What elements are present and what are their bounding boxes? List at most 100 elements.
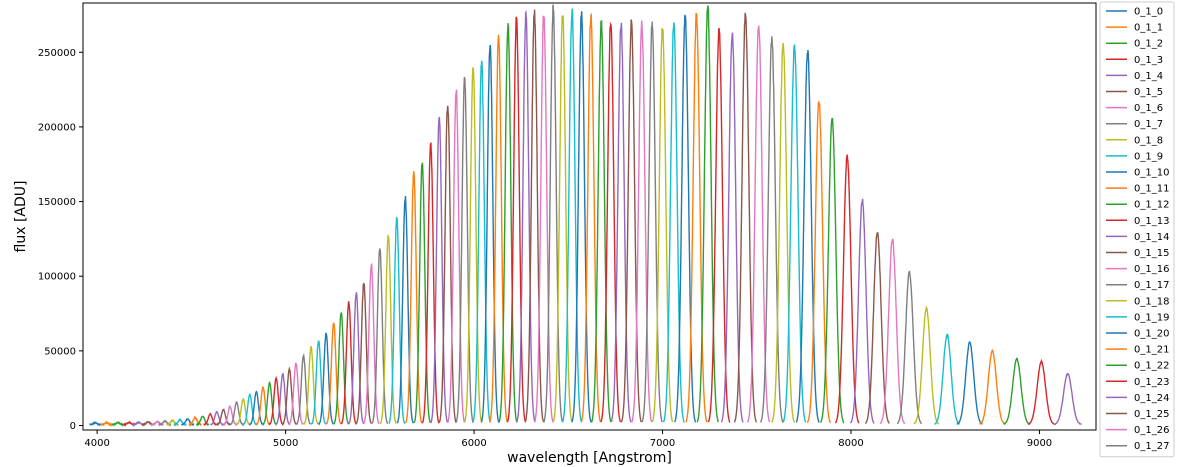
spectrum-line: [275, 372, 291, 426]
spectrum-line: [580, 12, 602, 423]
spectrum-line: [561, 8, 583, 423]
spectrum-line: [255, 385, 271, 426]
spectrum-line: [571, 11, 592, 423]
spectrum-line: [430, 116, 449, 424]
spectrum-line: [242, 392, 258, 427]
x-tick-label: 7000: [650, 438, 675, 449]
spectrum-line: [662, 22, 685, 423]
spectrum-line: [879, 238, 906, 425]
legend-label: 0_1_16: [1134, 264, 1169, 275]
spectrum-line: [782, 44, 807, 423]
spectrum-line: [216, 408, 231, 427]
legend-label: 0_1_26: [1134, 425, 1169, 436]
legend-label: 0_1_6: [1134, 103, 1163, 114]
spectrum-line: [404, 171, 423, 424]
legend-label: 0_1_27: [1134, 441, 1169, 452]
spectrum-line: [203, 412, 217, 427]
spectrum-line: [371, 247, 389, 424]
spectrum-line: [295, 353, 312, 425]
spectrum-line: [340, 301, 357, 425]
spectrum-line: [210, 410, 224, 427]
spectrum-line: [413, 162, 431, 424]
spectrum-line: [590, 20, 612, 423]
x-axis-title: wavelength [Angstrom]: [507, 450, 672, 466]
plot-frame: [82, 2, 1097, 431]
spectrum-line: [455, 76, 474, 423]
spectrum-line: [268, 375, 284, 427]
spectrum-line: [111, 421, 124, 427]
spectrum-line: [516, 9, 536, 423]
spectrum-line: [363, 262, 380, 425]
spectrum-line: [355, 282, 373, 425]
legend-label: 0_1_22: [1134, 361, 1169, 372]
spectrum-line: [229, 401, 244, 426]
spectrum-line: [934, 333, 961, 425]
spectrum-line: [288, 362, 304, 426]
spectrum-line: [262, 380, 278, 427]
spectrum-line: [896, 270, 922, 425]
x-tick-label: 4000: [84, 438, 109, 449]
spectrum-line: [771, 42, 796, 423]
spectrum-line: [325, 322, 342, 425]
legend-label: 0_1_24: [1134, 393, 1169, 404]
spectrum-line: [303, 345, 319, 425]
spectrum-line: [913, 305, 940, 425]
y-tick-label: 150000: [38, 197, 76, 208]
x-tick-label: 8000: [838, 438, 863, 449]
spectrum-line: [610, 22, 632, 423]
spectrum-line: [978, 348, 1006, 425]
legend-label: 0_1_13: [1134, 216, 1169, 227]
spectrum-line: [421, 142, 440, 424]
spectrum-line: [498, 23, 518, 423]
spectrum-line: [552, 15, 573, 423]
y-axis: 0 50000 100000 150000 200000 250000: [38, 48, 83, 432]
legend-label: 0_1_1: [1134, 23, 1163, 34]
legend-label: 0_1_11: [1134, 184, 1169, 195]
legend-label: 0_1_20: [1134, 329, 1169, 340]
legend-label: 0_1_2: [1134, 39, 1163, 50]
x-tick-label: 6000: [461, 438, 486, 449]
y-axis-title: flux [ADU]: [13, 181, 29, 253]
x-axis: 4000 5000 6000 7000 8000 9000: [84, 430, 1052, 449]
legend-label: 0_1_4: [1134, 71, 1163, 82]
spectrum-line: [310, 340, 327, 425]
legend-label: 0_1_9: [1134, 151, 1163, 162]
spectrum-line: [707, 27, 731, 423]
spectrum-line: [631, 20, 653, 423]
legend-label: 0_1_8: [1134, 135, 1163, 146]
spectrum-line: [720, 32, 744, 423]
spectrum-line: [795, 49, 820, 423]
spectrum-line: [600, 21, 622, 423]
spectrum-line: [388, 216, 406, 424]
y-tick-label: 0: [70, 421, 76, 432]
spectrum-line: [865, 232, 890, 424]
spectrum-line: [806, 101, 832, 424]
y-tick-label: 200000: [38, 122, 76, 133]
legend-label: 0_1_0: [1134, 7, 1163, 18]
y-tick-label: 100000: [38, 272, 76, 283]
spectrum-line: [438, 105, 457, 424]
spectrum-line: [760, 36, 784, 423]
spectrum-line: [222, 404, 237, 427]
legend-label: 0_1_21: [1134, 345, 1169, 356]
spectrum-line: [651, 27, 674, 423]
spectrum-line: [620, 19, 643, 423]
spectrum-line: [674, 14, 697, 423]
spectrum-line: [641, 21, 663, 423]
legend-label: 0_1_12: [1134, 200, 1169, 211]
legend-label: 0_1_17: [1134, 280, 1169, 291]
spectrum-line: [379, 233, 397, 425]
legend-label: 0_1_5: [1134, 87, 1163, 98]
spectrum-line: [1003, 357, 1031, 426]
legend: 0_1_0 0_1_1 0_1_2 0_1_3 0_1_4 0_1_5 0_1_6 0_1_7…: [1099, 1, 1175, 458]
spectrum-line: [472, 60, 491, 423]
legend-label: 0_1_15: [1134, 248, 1169, 259]
spectrum-line: [281, 366, 298, 425]
spectrum-line: [348, 292, 365, 425]
spectrum-line: [524, 9, 545, 423]
legend-label: 0_1_3: [1134, 55, 1163, 66]
spectrum-line: [195, 415, 210, 427]
spectrum-line: [1027, 358, 1055, 425]
spectrum-line: [746, 25, 771, 423]
